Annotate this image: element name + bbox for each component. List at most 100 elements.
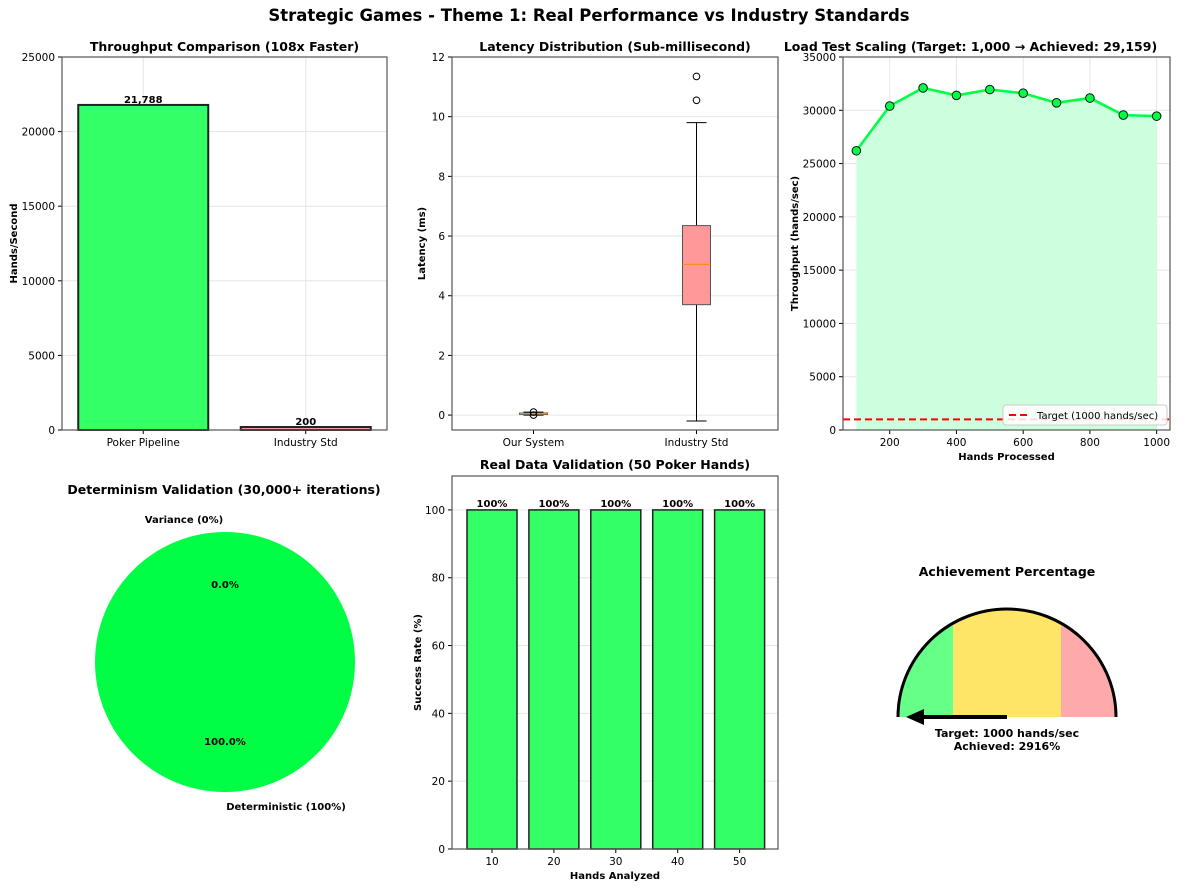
validation-chart: Real Data Validation (50 Poker Hands) 0 20… [413, 457, 779, 882]
data-point [1118, 110, 1129, 120]
bar [466, 509, 518, 850]
x-axis-label: Hands Analyzed [570, 871, 660, 882]
figure-title: Strategic Games - Theme 1: Real Performa… [268, 6, 909, 25]
outlier-point [529, 408, 538, 416]
scaling-chart: Load Test Scaling (Target: 1,000 → Achie… [784, 39, 1171, 463]
y-tick-label: 0 [438, 410, 445, 422]
bar-value-label: 100% [477, 499, 508, 510]
bar [651, 509, 704, 850]
gauge-arc [896, 607, 1118, 718]
gauge-zone-green [898, 609, 953, 717]
series-line [855, 86, 1157, 152]
y-tick-label: 35000 [803, 52, 836, 64]
y-tick-label: 40 [432, 708, 445, 720]
data-point [1051, 98, 1062, 108]
outlier-point [529, 411, 538, 419]
bar [77, 103, 210, 432]
chart-title: Achievement Percentage [919, 564, 1096, 579]
x-tick-label: 50 [733, 856, 746, 868]
x-tick-label: 20 [547, 856, 560, 868]
y-tick-label: 25000 [803, 159, 836, 171]
gauge-needle-head [906, 709, 924, 725]
y-tick-label: 20000 [803, 212, 836, 224]
bar [713, 509, 766, 850]
x-axis-label: Hands Processed [958, 452, 1055, 463]
y-axis-label: Hands/Second [9, 203, 20, 283]
y-tick-label: 2 [438, 350, 445, 362]
x-tick-label: Our System [503, 437, 565, 449]
y-tick-label: 12 [432, 52, 445, 64]
x-tick-label: 800 [1080, 437, 1100, 449]
data-point [851, 145, 862, 156]
x-tick-label: 40 [671, 856, 684, 868]
y-tick-label: 15000 [22, 201, 55, 213]
y-tick-label: 5000 [28, 350, 55, 362]
y-tick-label: 6 [438, 231, 445, 243]
pie-label: Deterministic (100%) [226, 802, 346, 813]
bar [590, 509, 642, 850]
bar-value-label: 21,788 [124, 95, 163, 106]
x-tick-label: Industry Std [274, 437, 338, 449]
bar-value-label: 100% [600, 499, 631, 510]
y-tick-label: 20 [432, 776, 445, 788]
chart-title: Real Data Validation (50 Poker Hands) [480, 457, 750, 472]
bar-value-label: 100% [662, 499, 693, 510]
pie-label: Variance (0%) [145, 515, 223, 526]
x-tick-label: 600 [1013, 437, 1033, 449]
data-point [951, 90, 962, 101]
gauge-target-text: Target: 1000 hands/sec [935, 727, 1079, 740]
legend-box [1002, 404, 1168, 426]
legend-label: Target (1000 hands/sec) [1036, 411, 1158, 422]
axes-frame [451, 56, 779, 431]
latency-chart: Latency Distribution (Sub-millisecond) 0 2… [417, 39, 779, 449]
chart-title: Throughput Comparison (108x Faster) [90, 39, 359, 54]
outlier-point [692, 72, 701, 81]
data-point [884, 101, 895, 111]
data-point [1085, 93, 1095, 103]
y-tick-label: 25000 [22, 52, 55, 64]
y-tick-label: 30000 [803, 105, 836, 117]
y-tick-label: 8 [438, 171, 445, 183]
chart-title: Latency Distribution (Sub-millisecond) [479, 39, 751, 54]
x-tick-label: Industry Std [665, 437, 729, 449]
bar-value-label: 100% [724, 499, 755, 510]
pie-pct-label: 100.0% [204, 737, 246, 748]
data-point [918, 83, 928, 93]
gauge-chart: Achievement Percentage Target: 1000 hands… [896, 564, 1118, 753]
y-tick-label: 60 [432, 641, 445, 653]
x-tick-label: 200 [880, 437, 900, 449]
x-tick-label: Poker Pipeline [107, 437, 180, 449]
axes-frame [451, 475, 779, 850]
x-tick-label: 1000 [1143, 437, 1170, 449]
y-tick-label: 10000 [22, 276, 55, 288]
y-tick-label: 0 [829, 425, 836, 437]
determinism-chart: Determinism Validation (30,000+ iteratio… [67, 482, 380, 813]
gauge-zone-red [1061, 609, 1116, 717]
chart-title: Determinism Validation (30,000+ iteratio… [67, 482, 380, 497]
axes-frame [842, 56, 1171, 431]
y-tick-label: 80 [432, 573, 445, 585]
y-axis-label: Latency (ms) [417, 207, 428, 280]
y-tick-label: 20000 [22, 127, 55, 139]
y-tick-label: 10 [432, 112, 445, 124]
area-fill [856, 87, 1157, 431]
data-point [985, 84, 995, 95]
pie-slice [95, 532, 355, 792]
x-tick-label: 400 [946, 437, 966, 449]
y-tick-label: 0 [438, 844, 445, 856]
gauge-zones [898, 609, 1116, 717]
y-tick-label: 10000 [803, 318, 836, 330]
gauge-achieved-text: Achieved: 2916% [954, 740, 1060, 753]
x-tick-label: 30 [609, 856, 622, 868]
y-tick-label: 15000 [803, 265, 836, 277]
box [682, 225, 711, 306]
x-tick-label: 10 [485, 856, 498, 868]
data-point [1151, 111, 1162, 121]
gauge-zone-yellow [953, 609, 1061, 717]
y-axis-label: Success Rate (%) [413, 614, 424, 711]
outlier-point [692, 96, 701, 105]
y-tick-label: 5000 [809, 372, 836, 384]
y-axis-label: Throughput (hands/sec) [790, 176, 801, 311]
pie-pct-label: 0.0% [211, 580, 239, 591]
